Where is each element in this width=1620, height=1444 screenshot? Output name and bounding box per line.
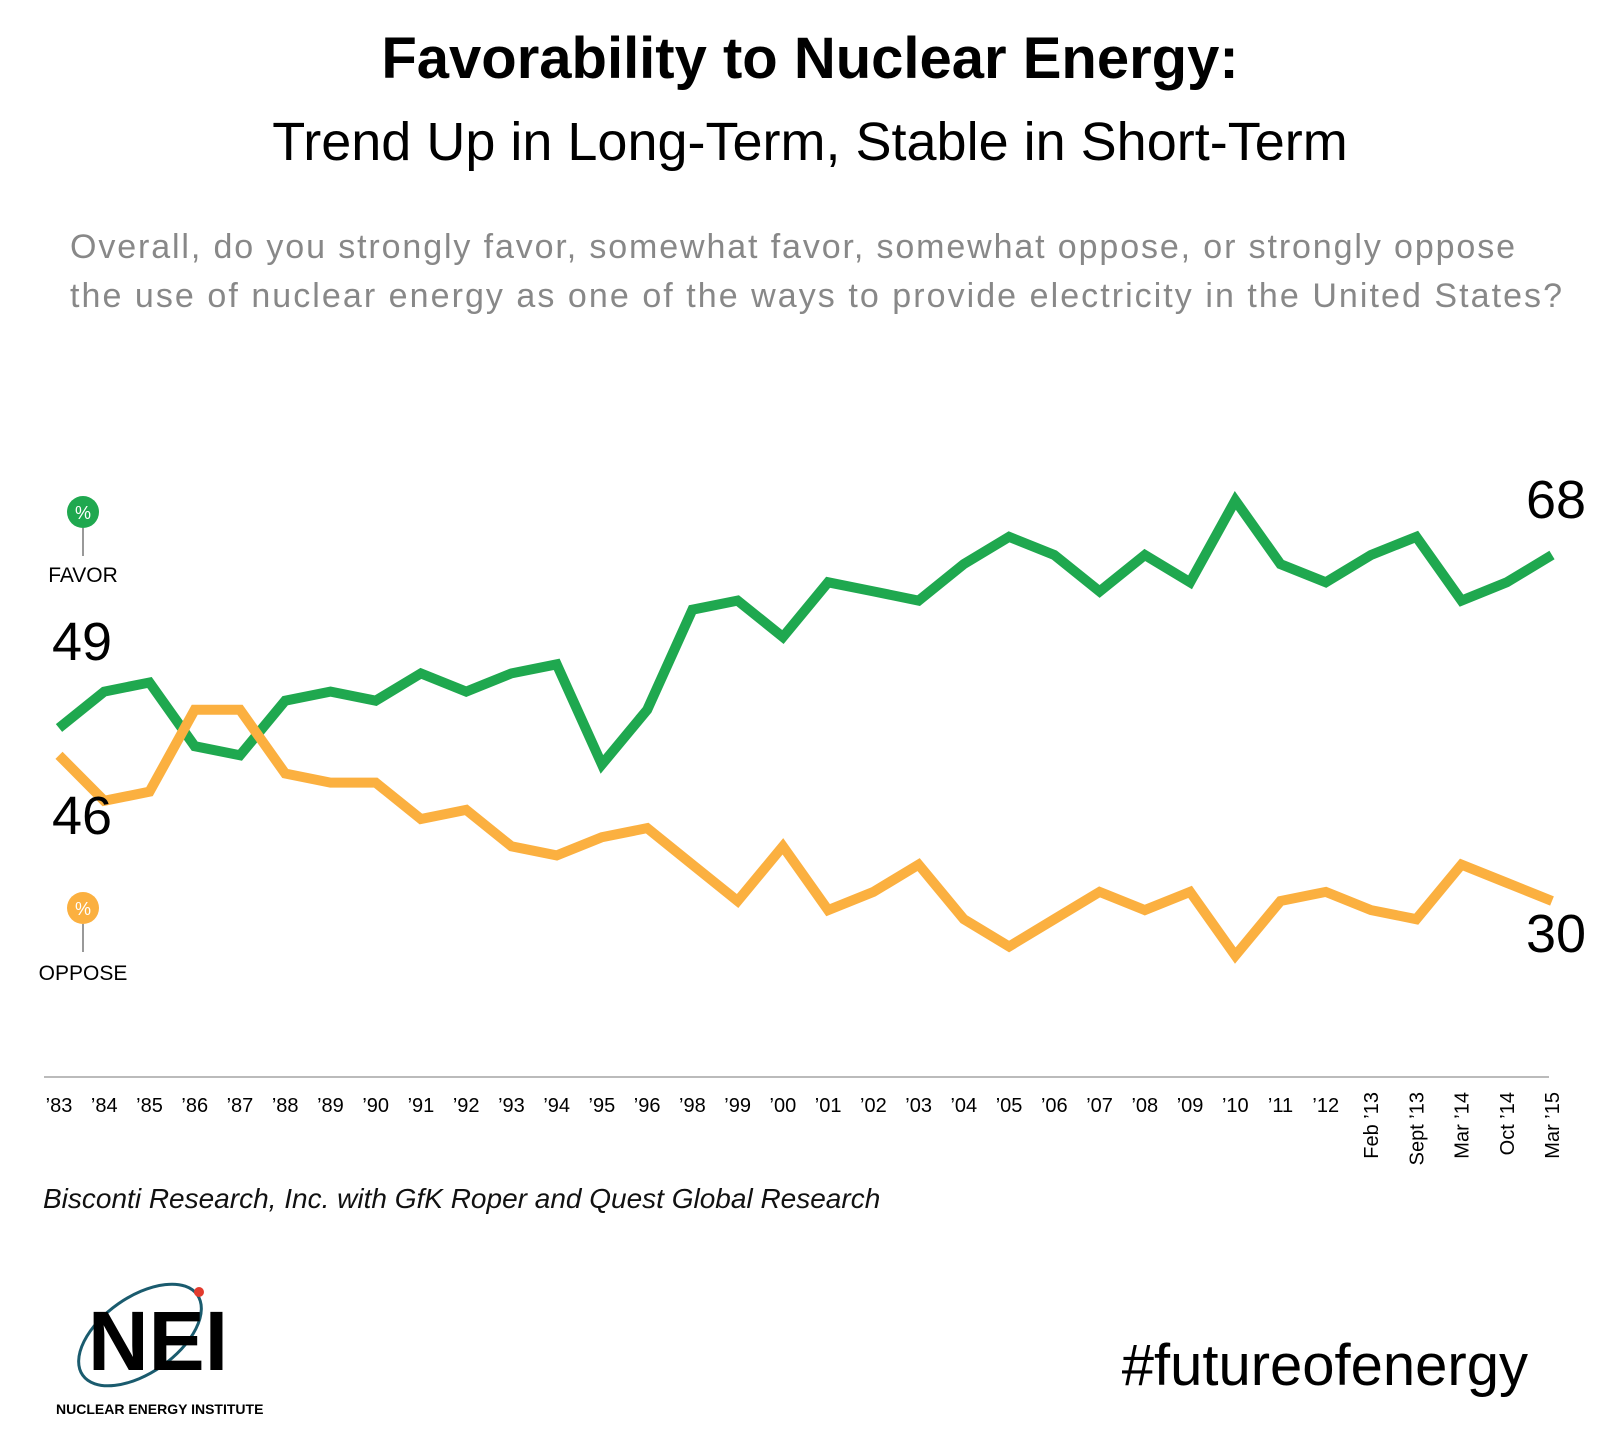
x-tick-label: ’95 — [589, 1095, 616, 1117]
x-tick-label: ’00 — [770, 1095, 797, 1117]
legend-label: OPPOSE — [39, 962, 128, 985]
x-tick-label: ’01 — [815, 1095, 842, 1117]
legend-icon-symbol: % — [75, 503, 91, 523]
chart-title: Favorability to Nuclear Energy: — [381, 26, 1238, 91]
x-tick-label: ’04 — [950, 1095, 977, 1117]
x-tick-label: ’96 — [634, 1095, 661, 1117]
x-tick-label: Feb ’13 — [1361, 1092, 1383, 1159]
legend-icon — [67, 496, 99, 528]
x-tick-label: ’84 — [91, 1095, 118, 1117]
series-line — [55, 704, 1554, 964]
chart-subtitle: Trend Up in Long-Term, Stable in Short-T… — [272, 112, 1347, 172]
x-tick-label: Mar ’15 — [1542, 1092, 1564, 1159]
x-tick-label: ’83 — [46, 1095, 73, 1117]
question-line: the use of nuclear energy as one of the … — [70, 277, 1562, 315]
legend-icon-symbol: % — [75, 899, 91, 919]
logo-dot — [194, 1287, 204, 1297]
x-tick-label: ’88 — [272, 1095, 299, 1117]
logo-mark: NEI — [88, 1294, 228, 1388]
x-tick-label: ’92 — [453, 1095, 480, 1117]
logo: NEI NUCLEAR ENERGY INSTITUTE — [56, 1282, 263, 1417]
x-tick-label: ’10 — [1222, 1095, 1249, 1117]
hashtag: #futureofenergy — [1122, 1333, 1528, 1398]
series-line — [55, 491, 1555, 774]
x-tick-label: ’09 — [1177, 1095, 1204, 1117]
x-tick-label: Sept ’13 — [1406, 1092, 1428, 1165]
x-tick-label: Oct ’14 — [1497, 1092, 1519, 1155]
x-tick-label: ’87 — [227, 1095, 254, 1117]
legend-icon — [67, 892, 99, 924]
x-tick-label: ’06 — [1041, 1095, 1068, 1117]
x-tick-label: ’86 — [181, 1095, 208, 1117]
x-tick-label: ’07 — [1086, 1095, 1113, 1117]
legend-label: FAVOR — [48, 564, 118, 587]
question-line: Overall, do you strongly favor, somewhat… — [70, 228, 1515, 266]
x-tick-label: ’11 — [1268, 1095, 1293, 1117]
x-tick-label: ’93 — [498, 1095, 525, 1117]
value-label: 46 — [52, 786, 112, 846]
value-label: 49 — [52, 612, 112, 672]
x-tick-label: ’03 — [905, 1095, 932, 1117]
x-tick-label: ’90 — [362, 1095, 389, 1117]
x-tick-label: ’02 — [860, 1095, 887, 1117]
x-tick-label: ’05 — [996, 1095, 1023, 1117]
x-tick-label: ’08 — [1131, 1095, 1158, 1117]
x-tick-label: ’85 — [136, 1095, 163, 1117]
source: Bisconti Research, Inc. with GfK Roper a… — [43, 1183, 880, 1214]
x-tick-label: Mar ’14 — [1452, 1092, 1474, 1159]
x-tick-label: ’99 — [724, 1095, 751, 1117]
value-label: 30 — [1526, 904, 1586, 964]
logo-name: NUCLEAR ENERGY INSTITUTE — [56, 1401, 263, 1417]
x-tick-label: ’91 — [408, 1095, 435, 1117]
x-tick-label: ’12 — [1312, 1095, 1339, 1117]
x-tick-label: ’89 — [317, 1095, 344, 1117]
value-label: 68 — [1526, 470, 1586, 530]
x-tick-label: ’98 — [679, 1095, 706, 1117]
x-tick-label: ’94 — [543, 1095, 570, 1117]
